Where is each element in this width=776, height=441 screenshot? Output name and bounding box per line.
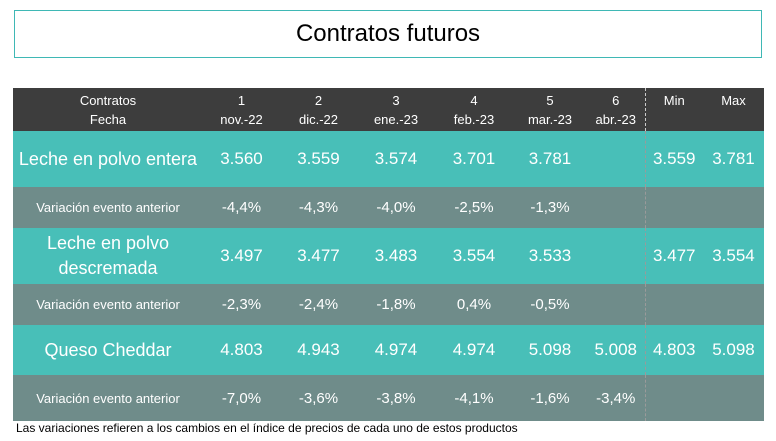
product-name: Leche en polvo entera — [13, 131, 203, 187]
table-row: Variación evento anterior -4,4% -4,3% -4… — [13, 187, 764, 228]
table-row: Leche en polvo entera 3.560 3.559 3.574 … — [13, 131, 764, 187]
min-value: 3.477 — [644, 228, 703, 284]
value-cell: 3.477 — [280, 228, 357, 284]
variation-cell — [587, 284, 645, 325]
variation-cell: -1,3% — [513, 187, 587, 228]
variation-min-cell — [644, 375, 703, 421]
variation-cell: -4,4% — [203, 187, 280, 228]
header-label-cell: Contratos Fecha — [13, 88, 203, 131]
header-min: Min — [644, 88, 703, 131]
value-cell: 3.559 — [280, 131, 357, 187]
value-cell: 3.701 — [435, 131, 513, 187]
value-cell: 3.554 — [435, 228, 513, 284]
contract-number: 5 — [546, 92, 554, 108]
value-cell: 4.974 — [435, 325, 513, 375]
max-value: 5.098 — [703, 325, 764, 375]
value-cell: 3.497 — [203, 228, 280, 284]
max-value: 3.781 — [703, 131, 764, 187]
variation-cell: -4,3% — [280, 187, 357, 228]
value-cell: 4.974 — [357, 325, 435, 375]
variation-label: Variación evento anterior — [13, 187, 203, 228]
variation-min-cell — [644, 284, 703, 325]
max-label: Max — [721, 93, 746, 108]
value-cell: 3.483 — [357, 228, 435, 284]
variation-cell: -3,4% — [587, 375, 645, 421]
contract-date: abr.-23 — [595, 111, 636, 127]
header-contract-3: 3 ene.-23 — [357, 88, 435, 131]
variation-cell: -7,0% — [203, 375, 280, 421]
value-cell — [587, 228, 645, 284]
contract-date: ene.-23 — [373, 111, 419, 127]
contract-date: dic.-22 — [298, 111, 339, 127]
variation-cell: -0,5% — [513, 284, 587, 325]
variation-cell: -3,8% — [357, 375, 435, 421]
variation-cell: -2,3% — [203, 284, 280, 325]
value-cell: 4.943 — [280, 325, 357, 375]
table-row: Leche en polvo descremada 3.497 3.477 3.… — [13, 228, 764, 284]
contract-date: mar.-23 — [527, 111, 573, 127]
page-title: Contratos futuros — [14, 10, 762, 58]
contract-number: 4 — [470, 92, 478, 108]
variation-min-cell — [644, 187, 703, 228]
variation-cell: -4,0% — [357, 187, 435, 228]
table-row: Queso Cheddar 4.803 4.943 4.974 4.974 5.… — [13, 325, 764, 375]
header-row: Contratos Fecha 1 nov.-22 2 dic.-22 3 en… — [13, 88, 764, 131]
footnote: Las variaciones refieren a los cambios e… — [16, 421, 518, 435]
variation-cell — [587, 187, 645, 228]
variation-label: Variación evento anterior — [13, 375, 203, 421]
min-value: 3.559 — [644, 131, 703, 187]
header-date-label: Fecha — [89, 111, 127, 127]
variation-cell: 0,4% — [435, 284, 513, 325]
header-contract-4: 4 feb.-23 — [435, 88, 513, 131]
variation-cell: -2,4% — [280, 284, 357, 325]
header-contracts-label: Contratos — [79, 92, 137, 108]
value-cell — [587, 131, 645, 187]
header-contract-5: 5 mar.-23 — [513, 88, 587, 131]
variation-max-cell — [703, 284, 764, 325]
table-row: Variación evento anterior -7,0% -3,6% -3… — [13, 375, 764, 421]
header-contract-6: 6 abr.-23 — [587, 88, 645, 131]
value-cell: 3.781 — [513, 131, 587, 187]
value-cell: 3.560 — [203, 131, 280, 187]
variation-cell: -3,6% — [280, 375, 357, 421]
value-cell: 5.098 — [513, 325, 587, 375]
variation-cell: -1,8% — [357, 284, 435, 325]
variation-cell: -1,6% — [513, 375, 587, 421]
table-row: Variación evento anterior -2,3% -2,4% -1… — [13, 284, 764, 325]
variation-max-cell — [703, 187, 764, 228]
product-name: Queso Cheddar — [13, 325, 203, 375]
header-contract-1: 1 nov.-22 — [203, 88, 280, 131]
value-cell: 4.803 — [203, 325, 280, 375]
value-cell: 5.008 — [587, 325, 645, 375]
value-cell: 3.533 — [513, 228, 587, 284]
value-cell: 3.574 — [357, 131, 435, 187]
variation-cell: -2,5% — [435, 187, 513, 228]
contract-date: feb.-23 — [453, 111, 495, 127]
variation-cell: -4,1% — [435, 375, 513, 421]
contract-number: 2 — [314, 92, 323, 108]
product-name: Leche en polvo descremada — [13, 228, 203, 284]
max-value: 3.554 — [703, 228, 764, 284]
contract-number: 3 — [392, 92, 400, 108]
futures-table: Contratos Fecha 1 nov.-22 2 dic.-22 3 en… — [13, 88, 764, 421]
header-contract-2: 2 dic.-22 — [280, 88, 357, 131]
variation-max-cell — [703, 375, 764, 421]
variation-label: Variación evento anterior — [13, 284, 203, 325]
min-value: 4.803 — [644, 325, 703, 375]
contract-date: nov.-22 — [220, 111, 263, 127]
contract-number: 6 — [612, 92, 620, 108]
min-label: Min — [663, 93, 685, 108]
contract-number: 1 — [237, 92, 246, 108]
header-max: Max — [703, 88, 764, 131]
